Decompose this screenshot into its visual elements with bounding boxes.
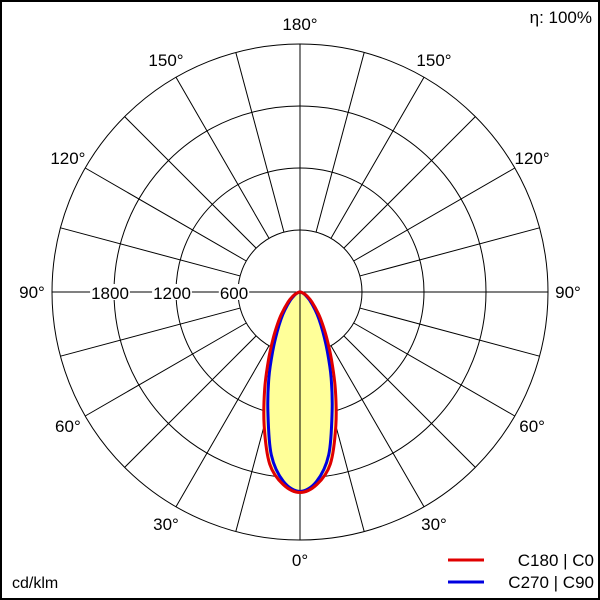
grid-spoke [175, 76, 270, 239]
angle-label: 90° [19, 283, 45, 302]
radial-tick-label: 600 [220, 284, 248, 303]
grid-spoke [359, 307, 540, 357]
series-curve-0 [262, 290, 338, 494]
angle-label: 30° [421, 515, 447, 534]
radial-tick-label: 1200 [153, 284, 191, 303]
grid-spoke [84, 322, 247, 417]
grid-spoke [343, 116, 476, 249]
angle-label: 60° [55, 417, 81, 436]
grid-spoke [175, 345, 270, 508]
grid-spoke [359, 227, 540, 277]
grid-spoke [235, 52, 285, 233]
tick-label-bg [90, 284, 130, 300]
unit-label: cd/klm [12, 575, 58, 592]
angle-label: 150° [148, 51, 183, 70]
grid-spoke [60, 227, 241, 277]
grid-spoke [353, 322, 516, 417]
tick-label-bg [218, 284, 250, 300]
grid-spoke [353, 167, 516, 262]
angle-label: 90° [555, 283, 581, 302]
angle-label: 60° [519, 417, 545, 436]
angle-label: 0° [292, 551, 308, 570]
legend-label-0: C180 | C0 [518, 551, 594, 570]
angle-label: 180° [282, 15, 317, 34]
angle-label: 120° [50, 149, 85, 168]
angle-label: 120° [515, 149, 550, 168]
grid-spoke [315, 52, 365, 233]
angle-label: 30° [153, 515, 179, 534]
grid-spoke [124, 335, 257, 468]
grid-spoke [124, 116, 257, 249]
grid-spoke [84, 167, 247, 262]
angle-label: 150° [416, 51, 451, 70]
grid-spoke [330, 76, 425, 239]
grid-spoke [330, 345, 425, 508]
tick-label-bg [152, 284, 192, 300]
efficiency-label: η: 100% [530, 8, 592, 27]
radial-tick-label: 1800 [91, 284, 129, 303]
grid-spoke [60, 307, 241, 357]
legend-label-1: C270 | C90 [508, 573, 594, 592]
grid-spoke [343, 335, 476, 468]
